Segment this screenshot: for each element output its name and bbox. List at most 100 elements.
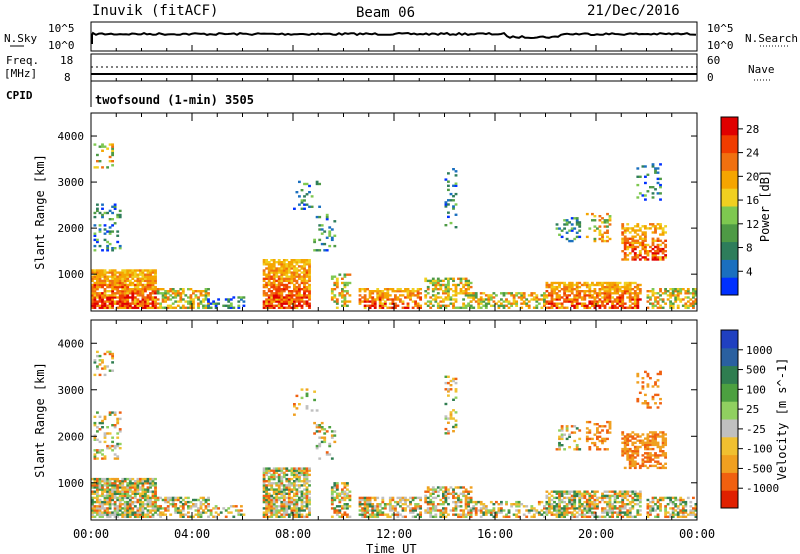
echo-cell — [103, 294, 107, 297]
echo-cell — [217, 298, 221, 301]
echo-cell — [646, 372, 650, 376]
echo-cell — [633, 239, 637, 242]
echo-cell — [128, 271, 132, 274]
echo-cell — [108, 444, 112, 448]
echo-cell — [328, 244, 332, 248]
echo-cell — [272, 265, 276, 268]
echo-cell — [267, 500, 271, 504]
echo-cell — [287, 482, 291, 485]
echo-cell — [638, 492, 642, 495]
echo-cell — [123, 492, 127, 495]
echo-cell — [583, 296, 587, 299]
echo-cell — [277, 292, 281, 295]
echo-cell — [623, 252, 627, 255]
echo-cell — [358, 298, 362, 301]
echo-cell — [641, 245, 645, 249]
echo-cell — [548, 292, 551, 295]
echo-cell — [139, 269, 142, 272]
echo-cell — [300, 494, 304, 498]
echo-cell — [452, 302, 455, 305]
echo-cell — [277, 509, 281, 512]
echo-cell — [394, 302, 397, 305]
echo-cell — [454, 507, 458, 510]
echo-cell — [618, 507, 622, 510]
echo-cell — [116, 442, 120, 446]
echo-cell — [628, 507, 632, 510]
echo-cell — [333, 509, 337, 512]
echo-cell — [555, 505, 559, 508]
echo-cell — [131, 302, 135, 305]
echo-cell — [280, 296, 284, 299]
echo-cell — [563, 513, 567, 516]
echo-cell — [651, 431, 655, 434]
echo-cell — [651, 397, 655, 401]
echo-cell — [202, 503, 205, 506]
echo-cell — [96, 296, 99, 299]
echo-cell — [136, 279, 140, 283]
echo-cell — [426, 511, 430, 514]
echo-cell — [659, 466, 662, 470]
echo-cell — [545, 494, 549, 498]
echo-cell — [601, 304, 604, 307]
echo-cell — [298, 203, 301, 206]
echo-cell — [439, 285, 443, 289]
echo-cell — [638, 227, 642, 230]
echo-cell — [202, 496, 205, 500]
echo-cell — [128, 292, 132, 295]
echo-cell — [187, 511, 190, 514]
echo-cell — [548, 285, 551, 289]
echo-cell — [628, 294, 632, 297]
echo-cell — [303, 283, 306, 287]
echo-cell — [674, 288, 678, 291]
echo-cell — [548, 498, 551, 502]
echo-cell — [293, 500, 296, 504]
echo-cell — [495, 500, 498, 504]
echo-cell — [227, 298, 231, 301]
echo-cell — [436, 494, 440, 498]
echo-cell — [149, 477, 152, 481]
echo-cell — [563, 285, 567, 289]
echo-cell — [431, 488, 435, 491]
echo-cell — [373, 498, 377, 502]
echo-cell — [442, 492, 445, 495]
echo-cell — [573, 237, 577, 241]
echo-cell — [133, 285, 137, 289]
echo-cell — [641, 239, 645, 242]
echo-cell — [146, 480, 150, 483]
echo-cell — [121, 273, 125, 276]
echo-cell — [404, 496, 407, 500]
echo-cell — [608, 509, 612, 512]
echo-cell — [113, 279, 117, 283]
echo-cell — [575, 288, 579, 291]
echo-cell — [578, 437, 582, 441]
echo-cell — [598, 435, 602, 438]
echo-cell — [103, 277, 107, 280]
echo-cell — [656, 445, 660, 449]
echo-cell — [598, 304, 602, 307]
echo-cell — [131, 496, 135, 500]
echo-cell — [295, 300, 299, 303]
echo-cell — [560, 498, 564, 502]
echo-cell — [558, 296, 561, 299]
echo-cell — [318, 424, 322, 427]
echo-cell — [113, 296, 117, 299]
echo-cell — [267, 484, 271, 487]
echo-cell — [623, 258, 627, 261]
echo-cell — [96, 486, 99, 489]
echo-cell — [103, 269, 107, 272]
echo-cell — [93, 490, 97, 493]
echo-cell — [98, 480, 102, 483]
echo-cell — [358, 290, 362, 293]
echo-cell — [207, 292, 210, 295]
echo-cell — [472, 306, 476, 309]
echo-cell — [290, 488, 294, 491]
echo-cell — [429, 302, 433, 305]
echo-cell — [378, 290, 382, 293]
echo-cell — [406, 306, 410, 309]
echo-cell — [638, 258, 642, 261]
echo-cell — [123, 302, 127, 305]
echo-cell — [596, 490, 599, 493]
echo-cell — [265, 513, 269, 516]
echo-cell — [684, 304, 688, 307]
echo-cell — [489, 511, 493, 514]
